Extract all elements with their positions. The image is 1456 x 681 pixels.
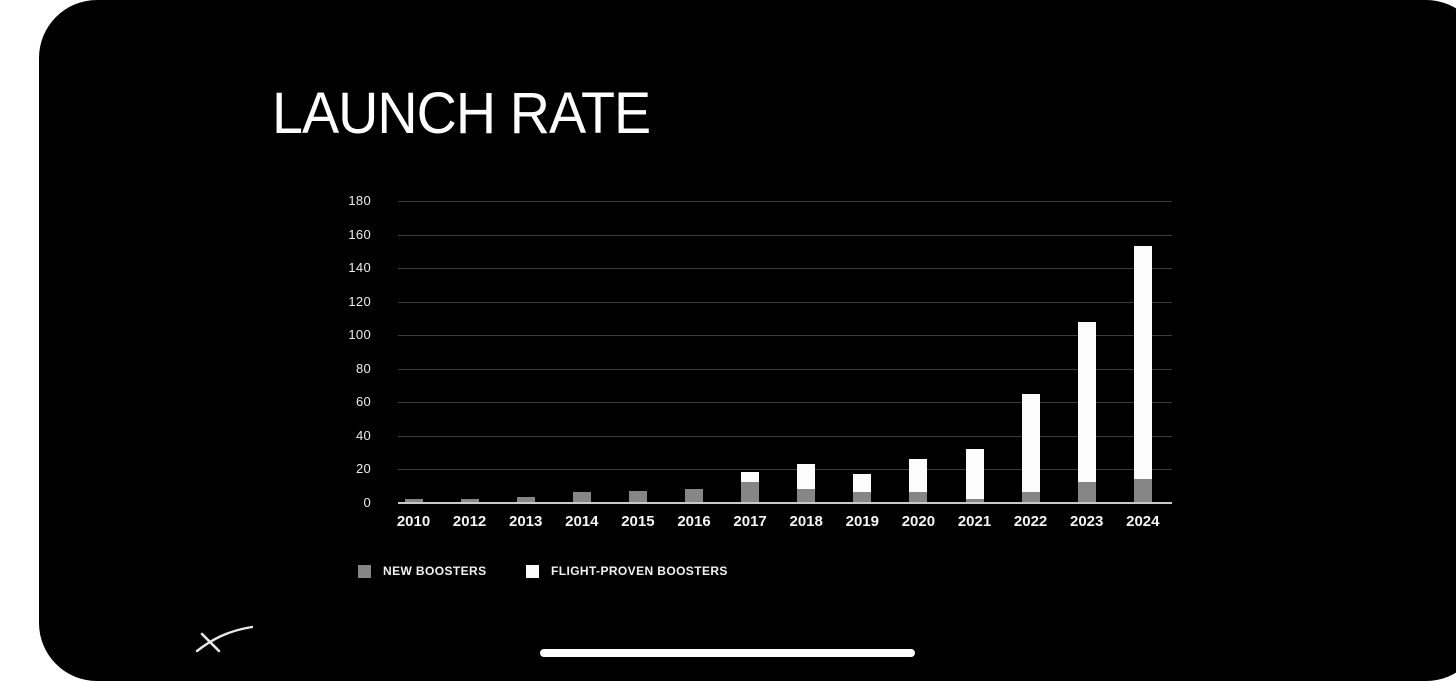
bar-2020-flight-proven <box>909 458 928 493</box>
bar-2012-new <box>460 499 479 503</box>
x-axis-label-2010: 2010 <box>396 513 431 530</box>
y-gridline <box>398 402 1172 403</box>
spacex-x-logo-icon <box>195 625 253 653</box>
x-axis-label-2016: 2016 <box>677 513 711 530</box>
x-axis-label-2015: 2015 <box>621 513 655 530</box>
presentation-slide: LAUNCH RATE 0 20 40 60 80 100 120 140 160 180 2010… <box>39 0 1456 681</box>
y-axis-tick-label: 160 <box>348 226 371 242</box>
x-axis-label-2012: 2012 <box>452 513 487 530</box>
y-axis-tick-label: 120 <box>348 293 371 309</box>
y-axis-tick-label: 100 <box>348 327 371 342</box>
bar-2013-new <box>516 497 535 503</box>
home-indicator-handle[interactable] <box>540 649 915 657</box>
y-gridline <box>398 268 1172 269</box>
y-axis-tick-label: 20 <box>355 461 371 476</box>
x-axis-label-2014: 2014 <box>565 513 599 530</box>
bar-2016-new <box>685 489 703 503</box>
x-axis-label-2020: 2020 <box>901 513 936 530</box>
y-axis-tick-label: 0 <box>363 494 371 510</box>
bar-2022-flight-proven <box>1021 393 1040 493</box>
bar-2019-flight-proven <box>853 474 872 493</box>
bar-2017-flight-proven <box>741 472 760 483</box>
x-axis-label-2023: 2023 <box>1070 513 1104 530</box>
y-gridline <box>398 234 1172 236</box>
new-boosters-swatch <box>358 564 371 578</box>
x-axis-label-2022: 2022 <box>1013 513 1048 530</box>
bar-2021-flight-proven <box>965 448 984 500</box>
flight-proven-boosters-swatch <box>526 564 539 578</box>
legend-label: NEW BOOSTERS <box>383 564 487 578</box>
bar-2015-new <box>628 490 647 503</box>
y-axis-tick-label: 60 <box>355 394 371 409</box>
launch-rate-chart: 0 20 40 60 80 100 120 140 160 180 2010 2012 2013 2014… <box>39 0 1456 681</box>
bar-2022-new <box>1021 492 1040 503</box>
bar-2023-flight-proven <box>1077 321 1096 483</box>
bar-2024-flight-proven <box>1133 246 1152 480</box>
y-gridline <box>398 335 1172 336</box>
bar-2023-new <box>1077 482 1096 503</box>
bar-2021-new <box>965 499 984 503</box>
x-axis-label-2018: 2018 <box>789 513 823 530</box>
bar-2024-new <box>1133 479 1152 503</box>
y-axis-tick-label: 40 <box>355 427 371 443</box>
slide-title: LAUNCH RATE <box>272 81 651 146</box>
y-gridline <box>398 469 1172 470</box>
legend-label: FLIGHT-PROVEN BOOSTERS <box>551 564 728 578</box>
y-gridline <box>398 201 1172 202</box>
bar-2018-flight-proven <box>797 463 816 490</box>
bar-2014-new <box>572 492 591 503</box>
x-axis-line <box>398 501 1172 504</box>
x-axis-label-2013: 2013 <box>509 513 543 530</box>
legend-item-flight-proven-boosters: FLIGHT-PROVEN BOOSTERS <box>526 564 728 578</box>
y-axis-tick-label: 80 <box>355 360 371 376</box>
bar-2019-new <box>853 492 872 503</box>
legend-item-new-boosters: NEW BOOSTERS <box>358 564 486 578</box>
y-axis-tick-label: 140 <box>348 260 371 275</box>
x-axis-label-2021: 2021 <box>957 513 992 530</box>
y-gridline <box>398 301 1172 303</box>
y-gridline <box>398 368 1172 370</box>
bar-2018-new <box>797 489 816 503</box>
x-axis-label-2024: 2024 <box>1126 513 1160 530</box>
bar-2020-new <box>909 492 928 503</box>
y-gridline <box>398 435 1172 437</box>
x-axis-label-2017: 2017 <box>733 513 767 530</box>
x-axis-label-2019: 2019 <box>845 513 879 530</box>
bar-2017-new <box>741 482 760 503</box>
y-axis-tick-label: 180 <box>348 193 371 208</box>
bar-2010-new <box>404 499 423 503</box>
